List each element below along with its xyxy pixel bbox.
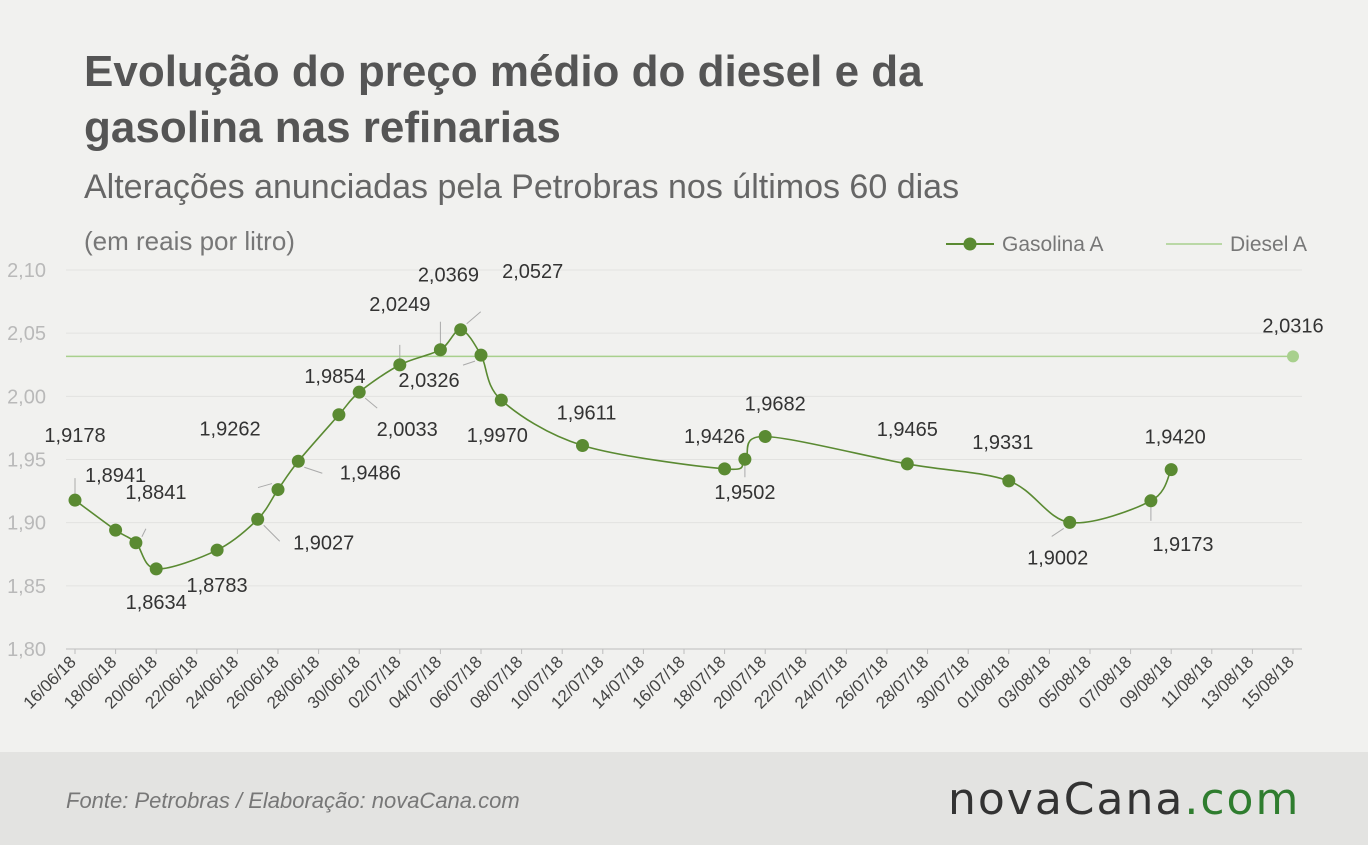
- data-label-gasolina: 1,9854: [304, 366, 365, 388]
- y-tick-label: 1,80: [7, 639, 46, 661]
- data-label-gasolina: 1,9331: [972, 432, 1033, 454]
- chart-subtitle: Alterações anunciadas pela Petrobras nos…: [84, 168, 960, 206]
- data-label-gasolina: 1,8634: [126, 592, 187, 614]
- data-point-gasolina: [109, 523, 123, 537]
- data-label-gasolina: 1,9420: [1145, 427, 1206, 449]
- data-label-gasolina: 2,0326: [398, 370, 459, 392]
- data-point-gasolina: [251, 512, 265, 526]
- data-label-gasolina: 1,9426: [684, 426, 745, 448]
- unit-note: (em reais por litro): [84, 226, 295, 256]
- y-tick-label: 2,05: [7, 323, 46, 345]
- data-point-gasolina: [1002, 474, 1016, 488]
- y-tick-label: 2,00: [7, 386, 46, 408]
- data-label-gasolina: 1,9262: [199, 419, 260, 441]
- data-label-gasolina: 2,0249: [369, 294, 430, 316]
- data-label-gasolina: 1,9027: [293, 532, 354, 554]
- data-label-gasolina: 1,8783: [187, 575, 248, 597]
- legend-label-diesel: Diesel A: [1230, 233, 1307, 256]
- leader-line: [141, 528, 147, 537]
- data-point-gasolina: [1164, 463, 1178, 477]
- data-point-gasolina: [718, 462, 732, 476]
- data-point-gasolina: [474, 348, 488, 362]
- leader-line: [364, 397, 378, 409]
- data-point-gasolina: [352, 385, 366, 399]
- footer: Fonte: Petrobras / Elaboração: novaCana.…: [0, 752, 1368, 845]
- data-point-gasolina: [393, 358, 407, 372]
- data-point-gasolina: [900, 457, 914, 471]
- y-tick-label: 2,10: [7, 260, 46, 282]
- data-point-gasolina: [433, 343, 447, 357]
- data-label-gasolina: 1,9465: [877, 419, 938, 441]
- data-label-diesel: 2,0316: [1262, 315, 1323, 337]
- data-label-gasolina: 1,9682: [745, 394, 806, 416]
- data-point-gasolina: [210, 543, 224, 557]
- y-tick-label: 1,85: [7, 576, 46, 598]
- data-label-gasolina: 1,8841: [125, 482, 186, 504]
- data-point-gasolina: [758, 430, 772, 444]
- data-point-gasolina: [1144, 494, 1158, 508]
- leader-line: [466, 311, 482, 325]
- data-point-diesel: [1287, 350, 1299, 363]
- data-point-gasolina: [494, 393, 508, 407]
- legend-label-gasolina: Gasolina A: [1002, 233, 1104, 256]
- leader-line: [257, 483, 273, 489]
- leader-line: [263, 524, 281, 542]
- leader-line: [462, 360, 476, 366]
- chart-title: Evolução do preço médio do diesel e da g…: [84, 47, 923, 152]
- data-label-gasolina: 1,8941: [85, 465, 146, 487]
- data-label-gasolina: 1,9970: [467, 425, 528, 447]
- data-point-gasolina: [68, 493, 82, 507]
- leader-line: [1051, 527, 1064, 537]
- data-label-gasolina: 2,0527: [502, 261, 563, 283]
- data-label-gasolina: 1,9178: [44, 425, 105, 447]
- data-point-gasolina: [332, 408, 346, 422]
- source-note: Fonte: Petrobras / Elaboração: novaCana.…: [66, 788, 520, 813]
- data-label-gasolina: 2,0369: [418, 265, 479, 287]
- data-label-gasolina: 2,0033: [377, 419, 438, 441]
- data-point-gasolina: [576, 438, 589, 452]
- leader-line: [304, 466, 323, 474]
- data-point-gasolina: [271, 483, 285, 497]
- data-label-gasolina: 1,9173: [1152, 534, 1213, 556]
- logo-main-text: novaCana: [948, 774, 1185, 825]
- data-label-gasolina: 1,9502: [714, 482, 775, 504]
- line-chart: 1,801,851,901,952,002,052,1016/06/1818/0…: [7, 233, 1324, 713]
- y-tick-label: 1,95: [7, 450, 46, 472]
- y-tick-label: 1,90: [7, 513, 46, 535]
- data-point-gasolina: [149, 562, 163, 576]
- legend-marker-gasolina: [963, 237, 977, 251]
- data-point-gasolina: [454, 323, 468, 337]
- data-label-gasolina: 1,9486: [340, 462, 401, 484]
- data-point-gasolina: [738, 452, 752, 466]
- data-point-gasolina: [1063, 515, 1077, 529]
- logo-suffix-text: .com: [1184, 774, 1301, 825]
- data-point-gasolina: [129, 536, 143, 550]
- novacana-logo: novaCana.com: [948, 774, 1300, 825]
- data-label-gasolina: 1,9002: [1027, 547, 1088, 569]
- data-label-gasolina: 1,9611: [557, 402, 617, 424]
- data-point-gasolina: [291, 454, 305, 468]
